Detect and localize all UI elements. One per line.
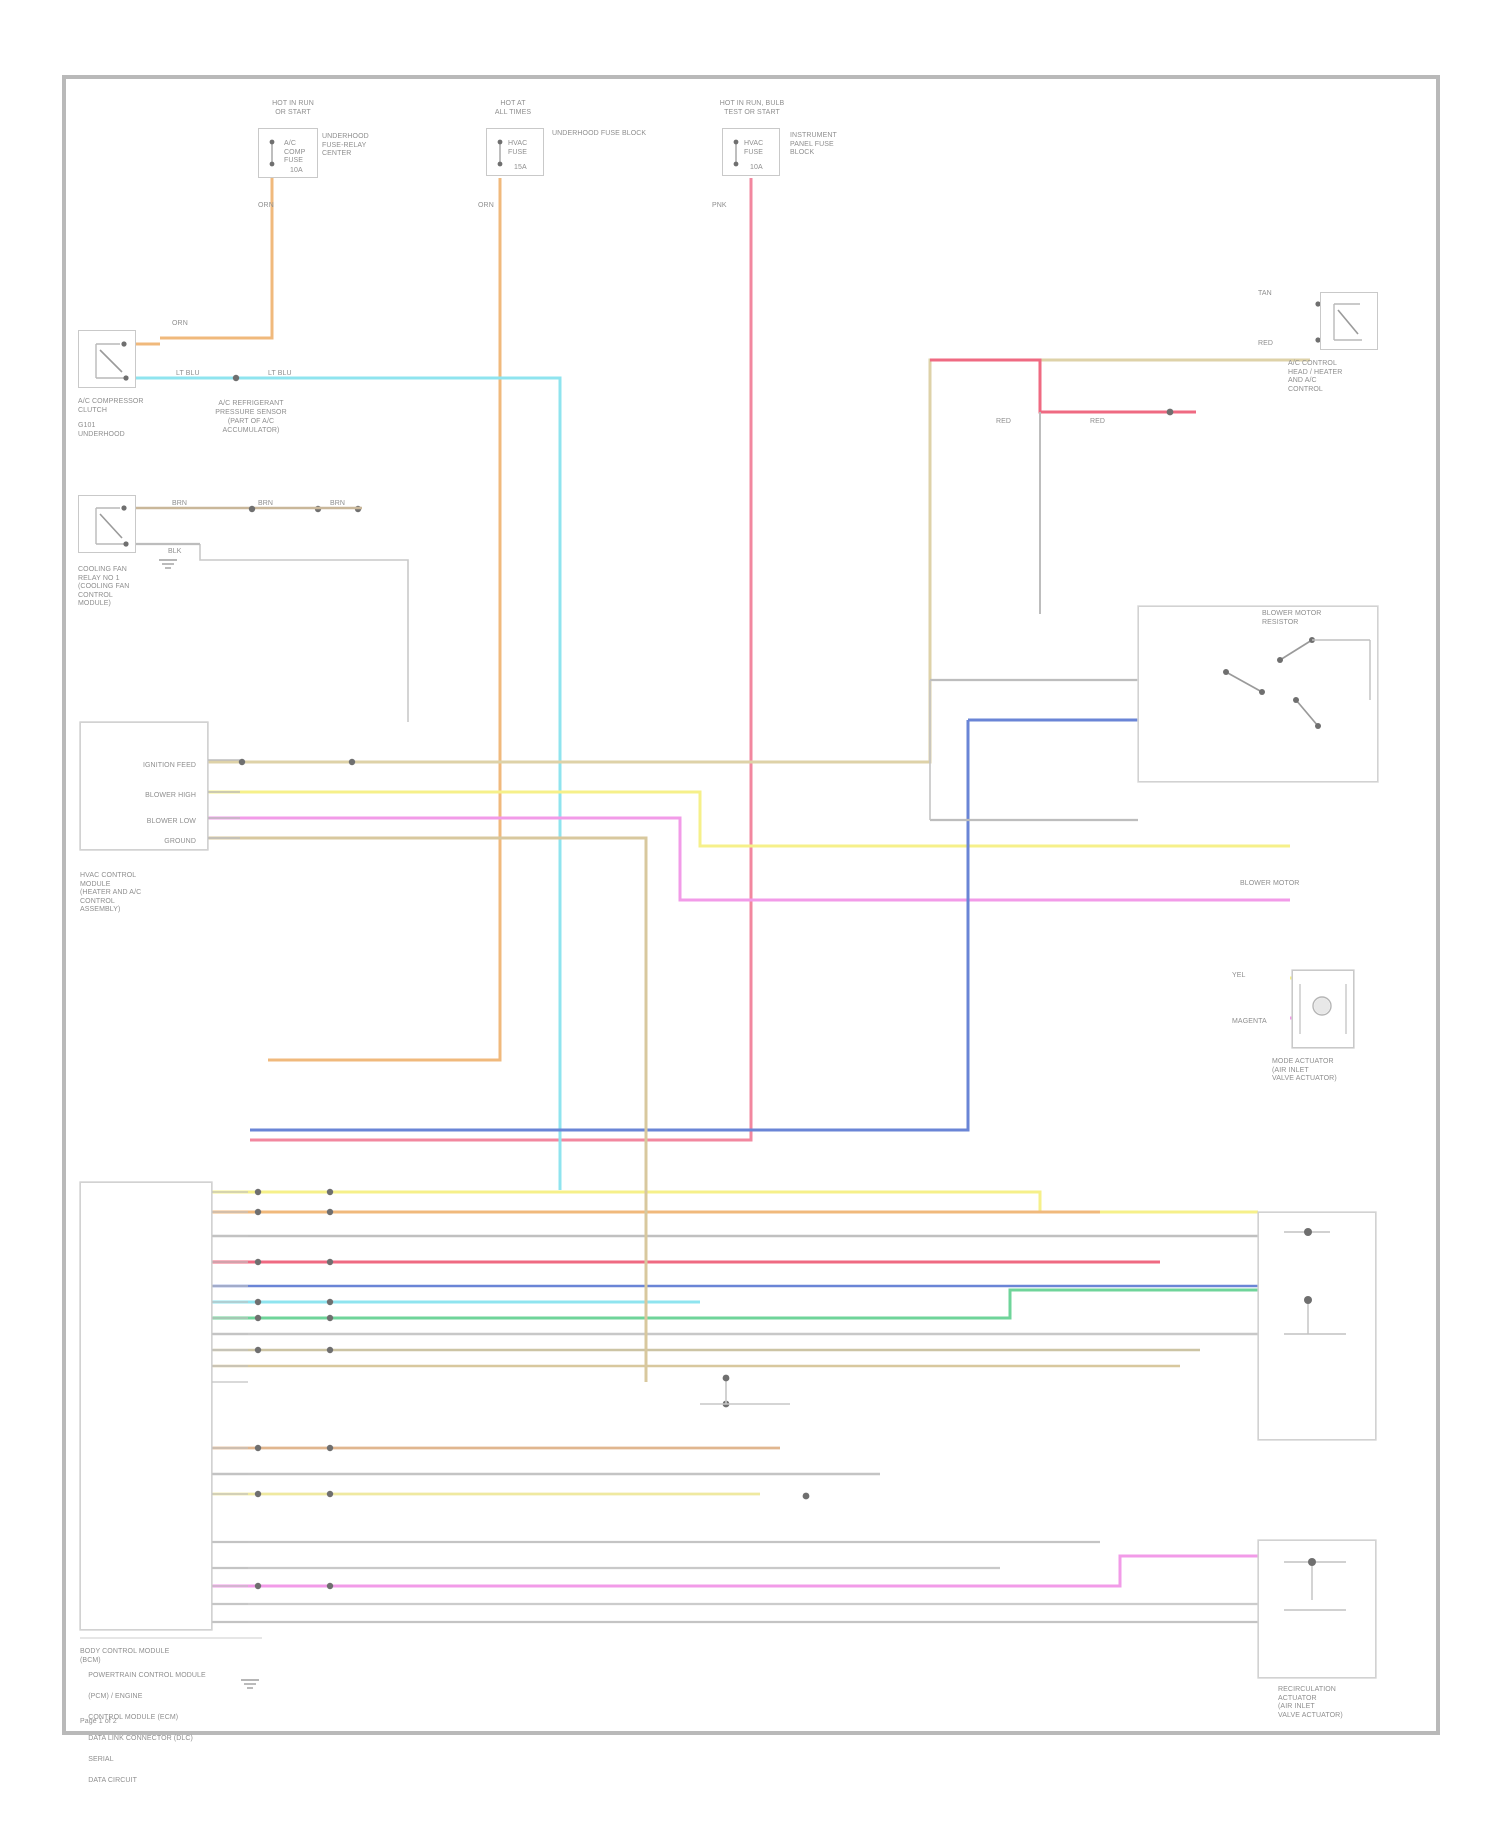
cooling-fan-relay-box <box>78 495 136 553</box>
fuse3-wire-label: PNK <box>712 202 727 209</box>
relay-wire-f: BLK <box>168 548 182 555</box>
fuse2-block-label: UNDERHOOD FUSE BLOCK <box>552 130 647 137</box>
pin-label-1: BLOWER HIGH <box>145 792 196 799</box>
caption-line-5: DATA CIRCUIT <box>88 1776 137 1784</box>
caption-line-0: POWERTRAIN CONTROL MODULE <box>88 1671 206 1679</box>
fuse1-heading: HOT IN RUN OR START <box>272 100 314 116</box>
pin-label-0: IGNITION FEED <box>142 762 196 769</box>
ac-compressor-clutch-sub: G101 UNDERHOOD <box>78 422 125 438</box>
mode-actuator-box <box>1292 970 1354 1048</box>
caption-line-4: SERIAL <box>88 1755 114 1763</box>
fuse2-wire-label: ORN <box>478 202 494 209</box>
mid-wire-j: RED <box>996 418 1012 425</box>
fuse1-block-label: UNDERHOOD FUSE-RELAY CENTER <box>322 133 369 158</box>
actuator-wire-e: YEL <box>1232 972 1246 979</box>
body-control-module-block <box>80 1182 212 1630</box>
blower-switch-assembly <box>1138 606 1378 782</box>
fuse2-heading: HOT AT ALL TIMES <box>494 100 532 116</box>
ac-compressor-clutch-label: A/C COMPRESSOR CLUTCH <box>78 398 144 414</box>
fuse1-box <box>258 128 318 178</box>
fuse1-name: A/C COMP FUSE <box>284 140 306 165</box>
mode-actuator-label: MODE ACTUATOR (AIR INLET VALVE ACTUATOR) <box>1272 1058 1337 1083</box>
ac-refrigerant-pressure-sensor-sub: (PART OF A/C ACCUMULATOR) <box>222 418 280 434</box>
ac-control-head-label: A/C CONTROL HEAD / HEATER AND A/C CONTRO… <box>1288 360 1343 393</box>
caption-line-2: CONTROL MODULE (ECM) <box>88 1713 179 1721</box>
right-wire-d: TAN <box>1258 290 1272 297</box>
actuator-wire-k: MAGENTA <box>1232 1018 1267 1025</box>
fuse1-wire-label: ORN <box>258 202 274 209</box>
recirc-actuator-block <box>1258 1540 1376 1678</box>
fuse3-name: HVAC FUSE <box>744 140 764 156</box>
clutch-wire-a: ORN <box>172 320 188 327</box>
fuse2-rating: 15A <box>514 164 527 171</box>
page-footer: Page 1 of 2 <box>80 1718 117 1725</box>
fuse2-name: HVAC FUSE <box>508 140 528 156</box>
hvac-control-module-block <box>80 722 208 850</box>
fuse3-heading: HOT IN RUN, BULB TEST OR START <box>719 100 785 116</box>
relay-wire-g2: BRN <box>258 500 274 507</box>
blower-switch-label: BLOWER MOTOR RESISTOR <box>1262 610 1322 626</box>
fuse3-block-label: INSTRUMENT PANEL FUSE BLOCK <box>790 132 837 157</box>
caption-line-3: DATA LINK CONNECTOR (DLC) <box>88 1734 193 1742</box>
fuse2-box <box>486 128 544 176</box>
pin-label-2: BLOWER LOW <box>146 818 196 825</box>
blower-motor-label: BLOWER MOTOR <box>1240 880 1300 887</box>
caption-line-1: (PCM) / ENGINE <box>88 1692 143 1700</box>
bottom-caption-lines: POWERTRAIN CONTROL MODULE (PCM) / ENGINE… <box>80 1660 300 1797</box>
fuse3-box <box>722 128 780 176</box>
mid-wire-j2: RED <box>1090 418 1106 425</box>
right-wire-j: RED <box>1258 340 1274 347</box>
press-sensor-wire-right: LT BLU <box>268 370 292 377</box>
bcm-caption: BODY CONTROL MODULE (BCM) <box>80 1648 170 1664</box>
relay-wire-g1: BRN <box>172 500 188 507</box>
ac-refrigerant-pressure-sensor-label: A/C REFRIGERANT PRESSURE SENSOR <box>215 400 287 416</box>
cooling-fan-relay-label: COOLING FAN RELAY NO 1 (COOLING FAN CONT… <box>78 566 130 608</box>
recirc-actuator-label: RECIRCULATION ACTUATOR (AIR INLET VALVE … <box>1278 1686 1343 1719</box>
ac-compressor-clutch-box <box>78 330 136 388</box>
fuse1-rating: 10A <box>290 167 303 174</box>
hvac-control-module-label: HVAC CONTROL MODULE (HEATER AND A/C CONT… <box>80 872 142 914</box>
fuse3-rating: 10A <box>750 164 763 171</box>
pin-label-3: GROUND <box>164 838 196 845</box>
ac-control-head-box <box>1320 292 1378 350</box>
relay-wire-g3: BRN <box>330 500 346 507</box>
temperature-actuator-block <box>1258 1212 1376 1440</box>
press-sensor-wire-left: LT BLU <box>176 370 200 377</box>
